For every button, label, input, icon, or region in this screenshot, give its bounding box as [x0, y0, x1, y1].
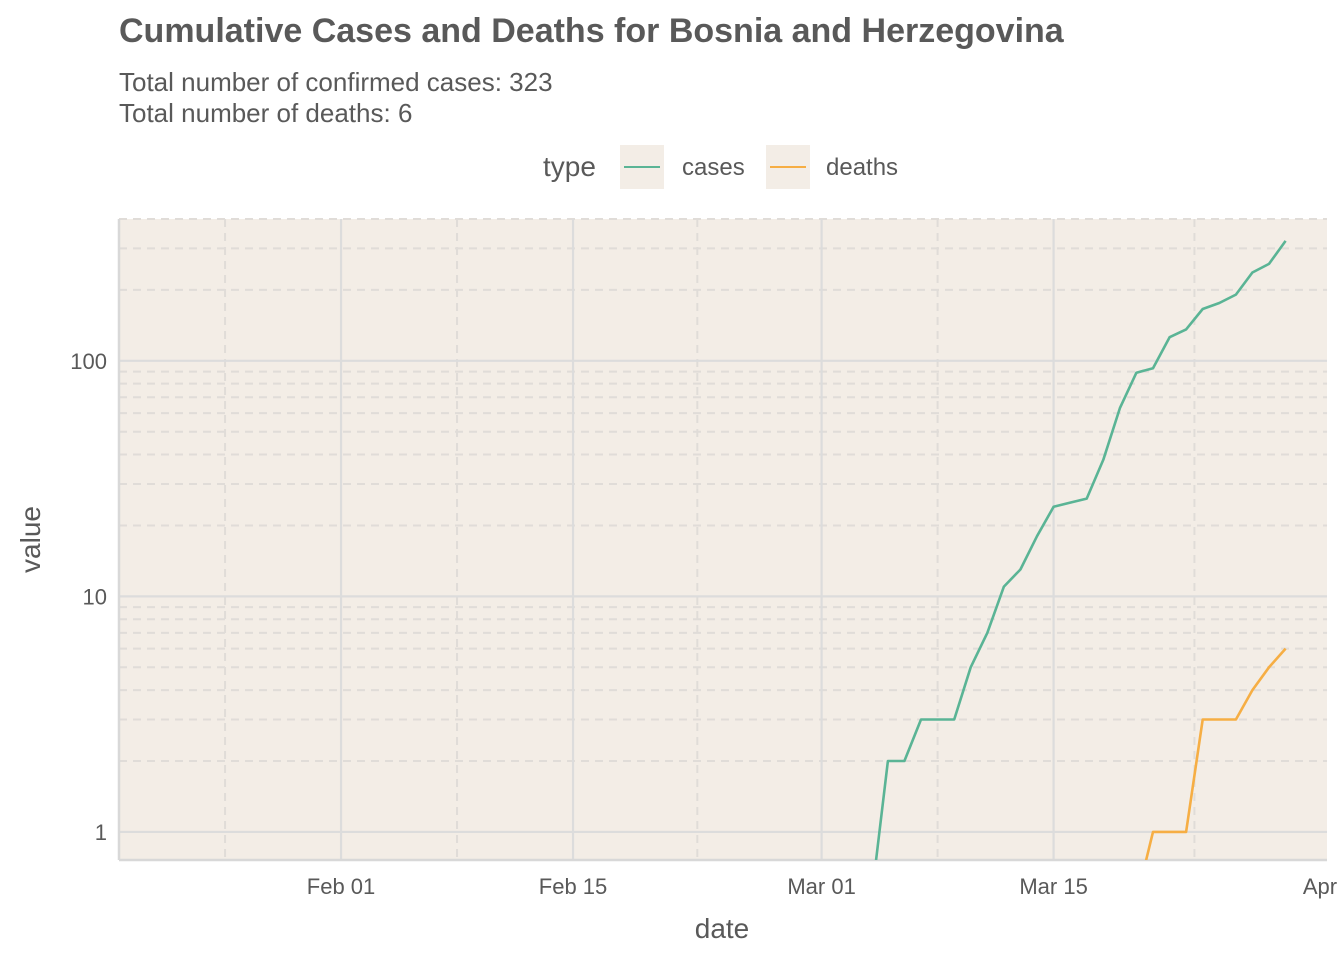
subtitle-cases: Total number of confirmed cases: 323 [119, 67, 553, 97]
plot-panel [119, 219, 1327, 860]
legend-title: type [543, 151, 596, 182]
series-line-cases [874, 240, 1287, 860]
legend-label-deaths: deaths [826, 154, 899, 181]
y-axis-title: value [15, 506, 46, 573]
legend-key-cases [620, 145, 664, 189]
x-tick-label: Apr 01 [1303, 874, 1344, 899]
x-tick-label: Mar 01 [787, 874, 855, 899]
x-tick-label: Mar 15 [1019, 874, 1087, 899]
x-axis-title: date [695, 913, 750, 944]
x-tick-label: Feb 15 [539, 874, 608, 899]
subtitle-deaths: Total number of deaths: 6 [119, 98, 413, 128]
legend-key-deaths [766, 145, 810, 189]
y-tick-label: 10 [83, 584, 107, 609]
y-tick-label: 100 [70, 349, 107, 374]
y-tick-label: 1 [95, 820, 107, 845]
chart-title: Cumulative Cases and Deaths for Bosnia a… [119, 12, 1064, 50]
series-group [874, 240, 1287, 860]
series-line-deaths [1144, 647, 1287, 860]
legend-label-cases: cases [682, 154, 745, 181]
x-tick-label: Feb 01 [307, 874, 376, 899]
